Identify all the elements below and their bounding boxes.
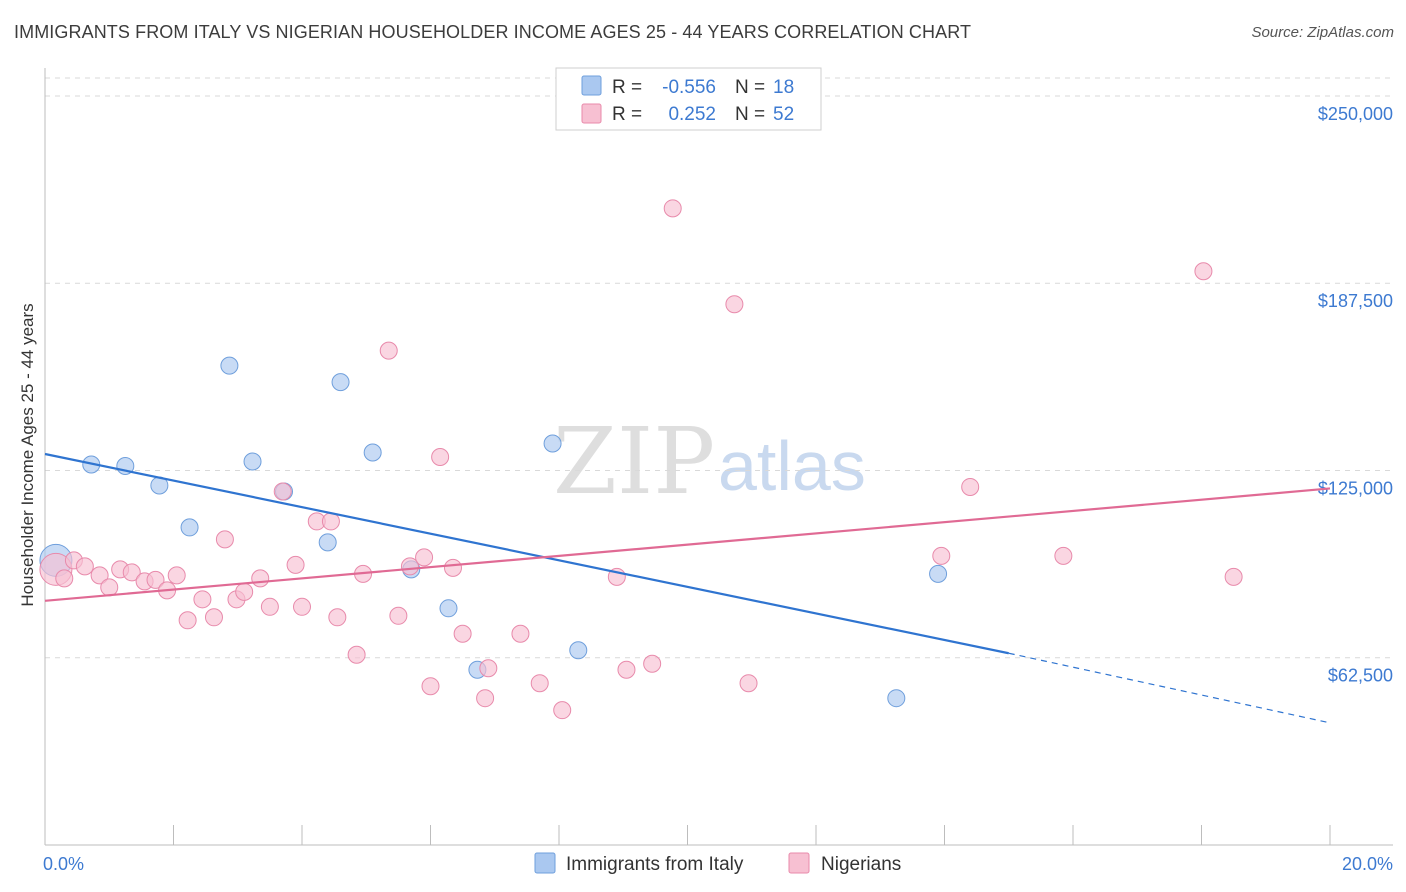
correlation-legend: R = -0.556 N = 18 R = 0.252 N = 52 — [555, 67, 822, 131]
legend-n-value-nigeria: 52 — [773, 104, 794, 125]
nigeria-point-4 — [90, 566, 109, 585]
italy-point-10 — [363, 443, 382, 462]
nigeria-point-5 — [100, 578, 119, 597]
nigeria-point-18 — [251, 569, 270, 588]
nigeria-point-7 — [122, 563, 141, 582]
legend-r-label-nigeria: R = — [612, 104, 642, 125]
nigeria-point-9 — [146, 570, 165, 589]
chart-title: IMMIGRANTS FROM ITALY VS NIGERIAN HOUSEH… — [14, 22, 972, 42]
nigeria-point-42 — [617, 660, 636, 679]
y-tick-label-3: $250,000 — [1318, 104, 1393, 124]
legend-r-value-nigeria: 0.252 — [668, 104, 716, 125]
legend-swatch-italy — [581, 75, 602, 96]
italy-point-9 — [331, 373, 350, 392]
x-tick-label-min: 0.0% — [43, 854, 84, 874]
series-legend-label-italy: Immigrants from Italy — [566, 854, 744, 875]
legend-swatch-nigeria — [581, 103, 602, 124]
italy-point-4 — [180, 518, 199, 537]
italy-point-12 — [439, 599, 458, 618]
nigeria-point-21 — [286, 555, 305, 574]
italy-point-5 — [220, 356, 239, 375]
nigeria-point-44 — [663, 199, 682, 218]
legend-n-label-nigeria: N = — [735, 104, 765, 125]
legend-n-label-italy: N = — [735, 77, 765, 98]
trend-lines — [44, 452, 1331, 723]
nigeria-point-50 — [1194, 262, 1213, 281]
italy-point-8 — [318, 533, 337, 552]
watermark-atlas: atlas — [718, 427, 866, 505]
x-tick-label-max: 20.0% — [1342, 854, 1393, 874]
legend-r-label-italy: R = — [612, 77, 642, 98]
nigeria-point-26 — [347, 645, 366, 664]
nigeria-point-47 — [932, 546, 951, 565]
nigeria-point-31 — [415, 548, 434, 567]
nigeria-point-22 — [293, 597, 311, 616]
nigeria-point-46 — [739, 674, 758, 693]
points — [39, 199, 1243, 720]
nigeria-point-43 — [643, 654, 662, 673]
nigeria-point-20 — [273, 482, 292, 501]
nigeria-point-17 — [235, 582, 254, 601]
nigeria-point-34 — [443, 558, 462, 577]
x-ticks — [44, 825, 1331, 845]
series-legend-swatch-nigeria — [788, 852, 810, 874]
nigeria-point-35 — [453, 624, 472, 643]
nigeria-point-36 — [476, 689, 495, 708]
source-credit: Source: ZipAtlas.com — [1251, 24, 1394, 41]
italy-point-17 — [887, 689, 906, 708]
nigeria-point-1 — [55, 569, 74, 588]
italy-point-6 — [243, 452, 262, 471]
nigeria-point-14 — [204, 608, 223, 627]
nigeria-point-13 — [193, 590, 212, 609]
y-tick-label-2: $187,500 — [1318, 291, 1393, 311]
italy-point-14 — [543, 434, 562, 453]
nigeria-point-15 — [215, 530, 234, 549]
nigeria-point-3 — [75, 557, 94, 576]
watermark-zip: ZIP — [553, 408, 715, 515]
axes — [44, 68, 1393, 846]
nigeria-point-12 — [178, 611, 197, 630]
nigeria-point-38 — [511, 624, 530, 643]
nigeria-point-40 — [553, 701, 572, 720]
grid — [45, 77, 1393, 659]
nigeria-point-33 — [431, 448, 450, 467]
italy-point-15 — [569, 641, 588, 660]
nigeria-point-32 — [421, 677, 440, 696]
nigeria-point-28 — [379, 341, 398, 360]
italy-point-16 — [929, 564, 948, 583]
nigeria-point-51 — [1224, 567, 1243, 586]
nigeria-point-25 — [328, 608, 347, 627]
nigeria-point-39 — [530, 674, 549, 693]
nigeria-point-37 — [479, 659, 498, 678]
italy-trend-line — [44, 452, 1009, 655]
series-legend-swatch-italy — [534, 852, 556, 874]
series-legend-label-nigeria: Nigerians — [821, 854, 901, 875]
nigeria-point-45 — [725, 295, 744, 314]
y-axis-label: Householder Income Ages 25 - 44 years — [18, 303, 37, 606]
nigeria-point-24 — [321, 512, 340, 531]
legend-r-value-italy: -0.556 — [662, 77, 716, 98]
series-legend: Immigrants from Italy Nigerians — [534, 852, 901, 875]
y-tick-labels: $62,500 $125,000 $187,500 $250,000 — [1318, 104, 1393, 686]
nigeria-point-29 — [389, 606, 408, 625]
nigeria-trend-line — [44, 487, 1331, 602]
y-tick-label-1: $125,000 — [1318, 478, 1393, 498]
nigeria-point-48 — [961, 477, 980, 496]
nigeria-point-49 — [1054, 546, 1073, 565]
nigeria-point-11 — [167, 566, 186, 585]
legend-n-value-italy: 18 — [773, 77, 794, 98]
y-tick-label-0: $62,500 — [1328, 666, 1393, 686]
nigeria-point-19 — [260, 597, 279, 616]
italy-trend-line-extension — [1008, 652, 1327, 723]
nigeria-point-30 — [400, 557, 419, 576]
